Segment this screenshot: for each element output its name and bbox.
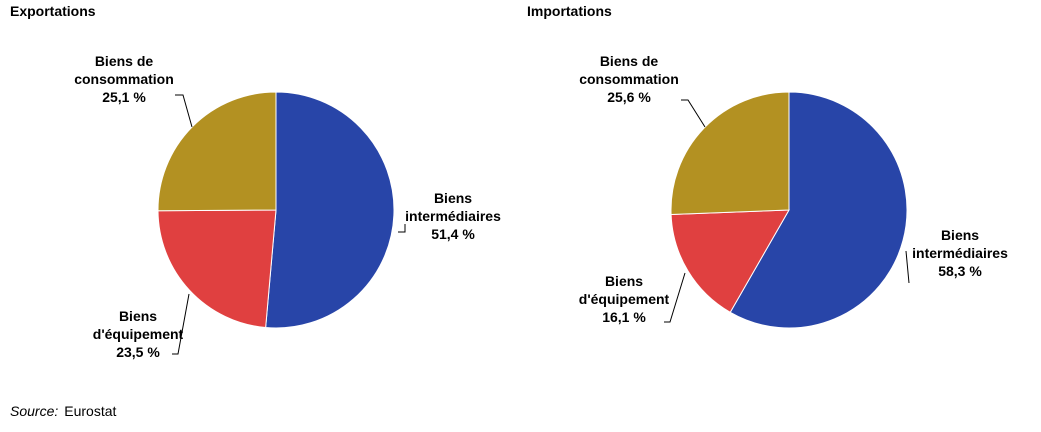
slice-label-exportations-1: Biens d'équipement 23,5 % <box>93 308 184 360</box>
pie-slice-importations-2 <box>670 91 790 215</box>
pie-slice-exportations-1 <box>157 209 277 329</box>
pie-slice-exportations-0 <box>265 91 395 329</box>
slice-label-exportations-0: Biens intermédiaires 51,4 % <box>405 190 501 242</box>
chart-title-importations: Importations <box>527 3 612 19</box>
leader-line-importations-2 <box>681 99 706 128</box>
pie-slice-importations-1 <box>670 209 790 313</box>
source-label: Source: <box>10 403 59 419</box>
slice-label-importations-2: Biens de consommation 25,6 % <box>579 53 679 105</box>
slice-label-exportations-2: Biens de consommation 25,1 % <box>74 53 174 105</box>
chart-title-exportations: Exportations <box>10 3 96 19</box>
slice-label-importations-0: Biens intermédiaires 58,3 % <box>912 227 1008 279</box>
leader-line-exportations-2 <box>175 94 193 128</box>
pie-slice-importations-0 <box>729 91 908 329</box>
slice-label-importations-1: Biens d'équipement 16,1 % <box>579 273 670 325</box>
pie-slice-exportations-2 <box>157 91 277 212</box>
source-note: Source: Eurostat <box>10 403 116 419</box>
leader-line-exportations-0 <box>398 224 406 233</box>
leader-line-importations-0 <box>905 250 910 284</box>
leader-line-exportations-1 <box>172 293 190 355</box>
leader-line-importations-1 <box>664 272 686 323</box>
source-value: Eurostat <box>64 403 117 419</box>
